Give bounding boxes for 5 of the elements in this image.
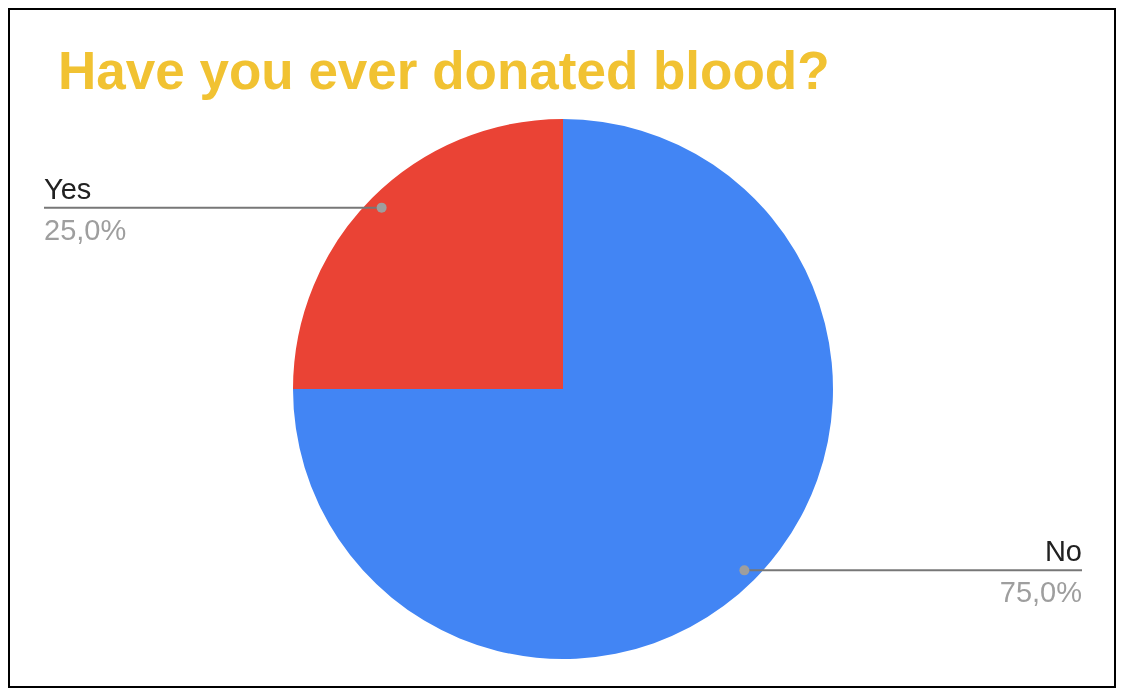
chart-title: Have you ever donated blood? (58, 41, 830, 100)
slice-label: Yes (44, 172, 92, 205)
slice-label: No (1044, 535, 1082, 568)
data-label: 25,0% (44, 213, 127, 246)
data-label: 75,0% (999, 576, 1082, 609)
